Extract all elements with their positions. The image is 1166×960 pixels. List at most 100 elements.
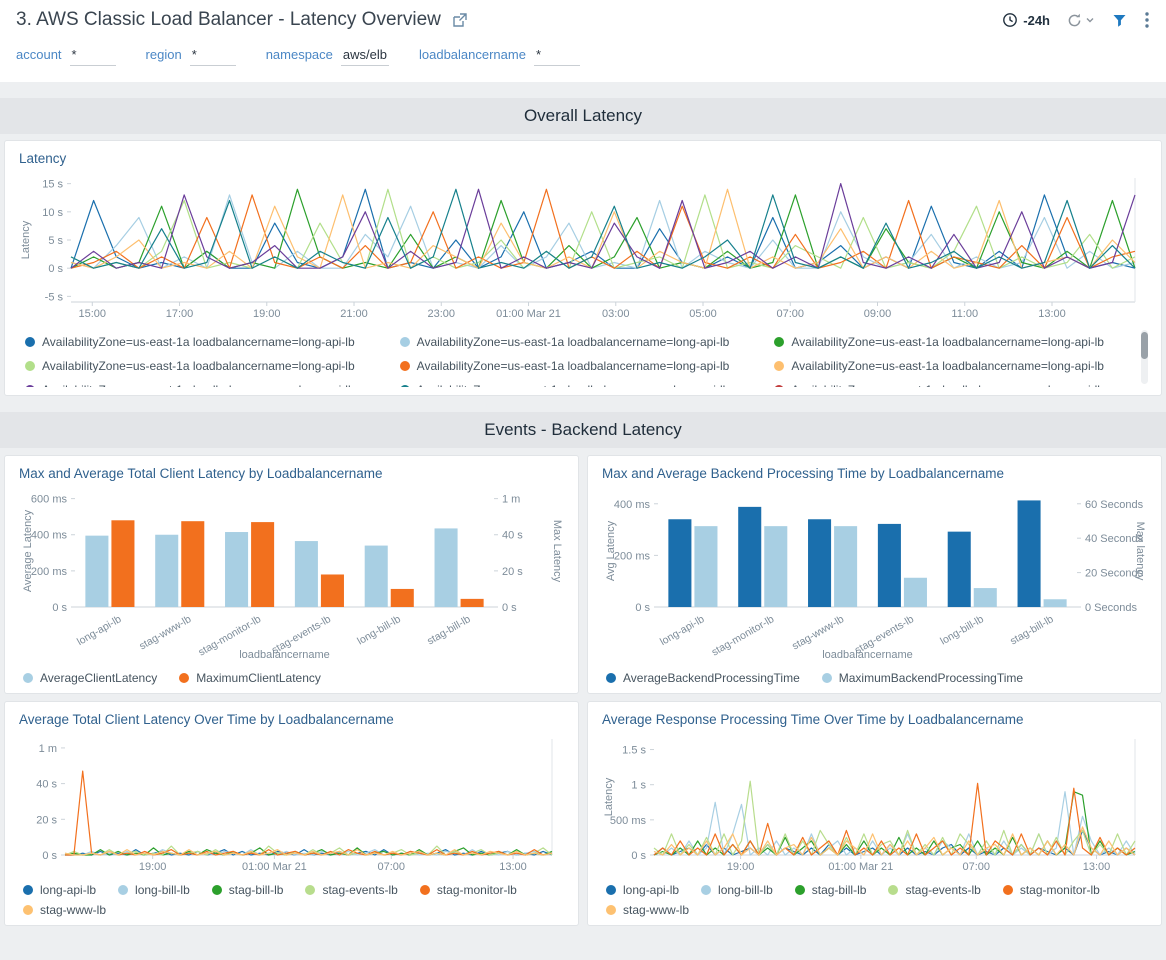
legend-item[interactable]: AvailabilityZone=us-east-1a loadbalancer…: [25, 330, 400, 354]
filter-namespace-input[interactable]: aws/elb: [340, 47, 389, 66]
svg-text:21:00: 21:00: [340, 308, 368, 320]
legend-item[interactable]: AverageBackendProcessingTime: [606, 671, 800, 685]
filter-button[interactable]: [1111, 12, 1128, 29]
time-range-button[interactable]: -24h: [1002, 12, 1050, 28]
filter-account-input[interactable]: *: [69, 47, 116, 66]
svg-text:loadbalancername: loadbalancername: [822, 649, 913, 661]
legend-scrollbar-thumb[interactable]: [1141, 332, 1148, 359]
panel-title-client-latency-over-time: Average Total Client Latency Over Time b…: [19, 712, 394, 727]
panel-backend-processing-bars: Max and Average Backend Processing Time …: [587, 455, 1162, 694]
legend-dot: [606, 905, 616, 915]
legend-label: MaximumClientLatency: [196, 671, 321, 685]
svg-text:0 s: 0 s: [42, 850, 57, 862]
legend-item[interactable]: stag-bill-lb: [794, 883, 866, 897]
legend-item[interactable]: MaximumClientLatency: [179, 671, 321, 685]
legend-item[interactable]: long-bill-lb: [118, 883, 190, 897]
panel-client-latency-over-time: Average Total Client Latency Over Time b…: [4, 701, 579, 926]
legend-item[interactable]: AvailabilityZone=us-east-1a loadbalancer…: [399, 330, 775, 354]
refresh-button[interactable]: [1066, 12, 1095, 29]
legend-item[interactable]: stag-bill-lb: [211, 883, 283, 897]
svg-text:500 ms: 500 ms: [610, 815, 647, 827]
clock-icon: [1002, 12, 1018, 28]
legend-dot: [701, 885, 712, 895]
client-latency-time-chart[interactable]: 1 m 40 s 20 s 0 s 19:00 01:00 Mar 21 07:00 13:0…: [17, 733, 566, 875]
svg-text:Max latency: Max latency: [1134, 522, 1146, 581]
legend-item[interactable]: stag-monitor-lb: [1002, 883, 1100, 897]
filter-loadbalancername-input[interactable]: *: [533, 47, 580, 66]
panel-title-backend-processing: Max and Average Backend Processing Time …: [602, 466, 1004, 481]
svg-text:07:00: 07:00: [963, 861, 991, 873]
legend-dot: [606, 885, 616, 895]
legend-item[interactable]: stag-events-lb: [888, 883, 981, 897]
legend-item[interactable]: stag-www-lb: [23, 903, 106, 917]
svg-text:60 Seconds: 60 Seconds: [1085, 499, 1144, 511]
svg-text:0 s: 0 s: [502, 602, 517, 614]
legend-label: AvailabilityZone=us-east-1a loadbalancer…: [416, 359, 730, 373]
svg-text:200 ms: 200 ms: [614, 550, 651, 562]
section-overall-latency: Overall Latency: [0, 98, 1166, 134]
svg-text:Max Latency: Max Latency: [551, 520, 563, 583]
legend-item[interactable]: AvailabilityZone=us-east-1a loadbalancer…: [25, 354, 400, 378]
panel-title-client-latency: Max and Average Total Client Latency by …: [19, 466, 383, 481]
legend-item[interactable]: AverageClientLatency: [23, 671, 157, 685]
open-in-new-icon[interactable]: [451, 12, 468, 29]
legend-item[interactable]: AvailabilityZone=us-east-1a loadbalancer…: [774, 378, 1149, 387]
svg-text:long-bill-lb: long-bill-lb: [355, 613, 403, 647]
filter-bar: account * region * namespace aws/elb loa…: [0, 35, 1166, 78]
legend-dot: [305, 885, 316, 895]
legend-item[interactable]: stag-www-lb: [606, 903, 689, 917]
backend-processing-bar-chart[interactable]: 0 s 200 ms 400 ms 0 Seconds 20 Seconds 40 Sec…: [600, 487, 1149, 663]
filter-account-label: account: [16, 47, 62, 62]
legend-dot: [888, 885, 899, 895]
legend-dot: [606, 673, 616, 683]
svg-text:0 s: 0 s: [52, 602, 67, 614]
chevron-down-icon: [1085, 15, 1095, 25]
client-latency-bar-chart[interactable]: 0 s 200 ms 400 ms 600 ms 0 s 20 s 40 s 1 m long-…: [17, 487, 566, 663]
legend-dot: [399, 385, 410, 387]
legend-dot: [774, 337, 785, 347]
legend-dot: [399, 361, 410, 371]
filter-region-input[interactable]: *: [189, 47, 236, 66]
svg-text:5 s: 5 s: [48, 235, 63, 247]
overall-latency-chart[interactable]: 15 s 10 s 5 s 0 s -5 s 15:00 17:00 19:00 21:00 23…: [17, 172, 1149, 322]
response-processing-time-chart[interactable]: 1.5 s 1 s 500 ms 0 s 19:00 01:00 Mar 21 07:00 1…: [600, 733, 1149, 875]
legend-item[interactable]: AvailabilityZone=us-east-1a loadbalancer…: [774, 354, 1149, 378]
legend-item[interactable]: stag-monitor-lb: [419, 883, 517, 897]
kebab-menu-button[interactable]: [1144, 11, 1150, 29]
legend-item[interactable]: AvailabilityZone=us-east-1a loadbalancer…: [399, 354, 775, 378]
legend-dot: [118, 885, 129, 895]
svg-text:01:00 Mar 21: 01:00 Mar 21: [828, 861, 893, 873]
svg-text:19:00: 19:00: [139, 861, 167, 873]
svg-text:600 ms: 600 ms: [31, 494, 68, 506]
legend-dot: [179, 673, 190, 683]
svg-text:17:00: 17:00: [166, 308, 194, 320]
legend-label: AvailabilityZone=us-east-1a loadbalancer…: [42, 359, 355, 373]
panel-title-latency: Latency: [19, 151, 67, 166]
svg-text:stag-bill-lb: stag-bill-lb: [425, 613, 473, 647]
legend-dot: [211, 885, 222, 895]
legend-item[interactable]: AvailabilityZone=us-east-1a loadbalancer…: [399, 378, 775, 387]
legend-label: long-api-lb: [40, 883, 97, 897]
filter-region-label: region: [145, 47, 182, 62]
svg-text:20 s: 20 s: [36, 814, 57, 826]
legend-label: long-bill-lb: [135, 883, 190, 897]
svg-text:1 s: 1 s: [631, 780, 646, 792]
svg-text:stag-monitor-lb: stag-monitor-lb: [710, 613, 777, 658]
legend-item[interactable]: AvailabilityZone=us-east-1a loadbalancer…: [774, 330, 1149, 354]
legend-item[interactable]: long-api-lb: [23, 883, 96, 897]
svg-text:loadbalancername: loadbalancername: [239, 649, 330, 661]
response-processing-legend: long-api-lb long-bill-lb stag-bill-lb stag-…: [600, 883, 1149, 917]
legend-label: stag-www-lb: [623, 903, 690, 917]
legend-label: stag-www-lb: [40, 903, 107, 917]
legend-item[interactable]: AvailabilityZone=us-east-1a loadbalancer…: [25, 378, 400, 387]
legend-item[interactable]: MaximumBackendProcessingTime: [821, 671, 1023, 685]
svg-text:stag-www-lb: stag-www-lb: [790, 613, 846, 652]
legend-item[interactable]: long-bill-lb: [701, 883, 773, 897]
svg-text:stag-www-lb: stag-www-lb: [137, 613, 193, 652]
legend-item[interactable]: stag-events-lb: [305, 883, 398, 897]
client-latency-legend: AverageClientLatency MaximumClientLatency: [17, 671, 566, 685]
client-latency-time-legend: long-api-lb long-bill-lb stag-bill-lb stag-…: [17, 883, 566, 917]
svg-text:15:00: 15:00: [79, 308, 107, 320]
svg-text:07:00: 07:00: [776, 308, 804, 320]
legend-item[interactable]: long-api-lb: [606, 883, 679, 897]
